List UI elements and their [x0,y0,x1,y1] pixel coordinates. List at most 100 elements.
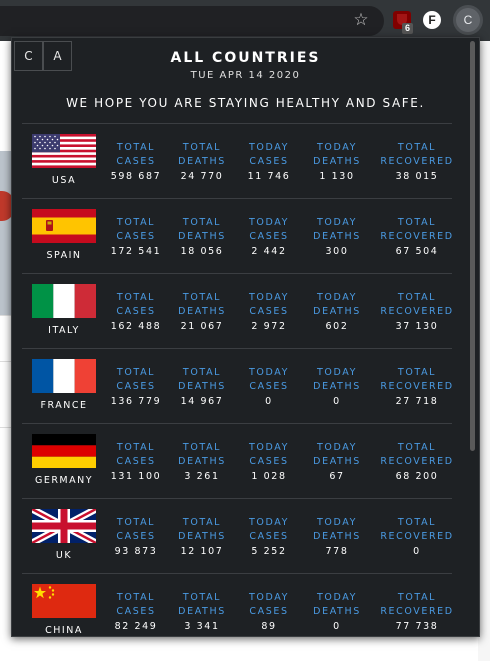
today-cases-label: TODAY CASES [249,292,289,317]
total-recovered-stat: TOTAL RECOVERED 77 738 [367,591,467,633]
today-deaths-label: TODAY DEATHS [313,292,361,317]
total-deaths-value: 3 341 [184,621,220,632]
total-recovered-value: 68 200 [395,471,439,482]
today-deaths-value: 300 [325,246,349,257]
today-deaths-stat: TODAY DEATHS 778 [302,516,372,558]
today-deaths-label: TODAY DEATHS [313,442,361,467]
today-deaths-value: 0 [333,396,341,407]
total-recovered-value: 67 504 [395,246,439,257]
today-deaths-value: 1 130 [319,171,355,182]
f-extension-icon[interactable]: F [423,11,441,29]
today-deaths-value: 778 [325,546,349,557]
total-deaths-value: 24 770 [180,171,224,182]
today-deaths-stat: TODAY DEATHS 0 [302,366,372,408]
background-divider [0,427,12,428]
total-recovered-stat: TOTAL RECOVERED 37 130 [367,291,467,333]
today-deaths-label: TODAY DEATHS [313,142,361,167]
total-recovered-value: 77 738 [395,621,439,632]
a-button[interactable]: A [43,41,72,71]
total-deaths-stat: TOTAL DEATHS 24 770 [167,141,237,183]
bookmark-star-icon[interactable]: ☆ [353,10,369,30]
total-cases-label: TOTAL CASES [116,367,156,392]
total-deaths-label: TOTAL DEATHS [178,592,226,617]
country-name: SPAIN [46,250,82,261]
total-deaths-stat: TOTAL DEATHS 21 067 [167,291,237,333]
usa-flag-icon [32,134,96,168]
total-cases-stat: TOTAL CASES 93 873 [100,516,172,558]
total-recovered-value: 0 [413,546,421,557]
today-cases-label: TODAY CASES [249,592,289,617]
country-row-france: FRANCE TOTAL CASES 136 779 TOTAL DEATHS 14… [22,348,452,423]
total-cases-label: TOTAL CASES [116,517,156,542]
background-divider [0,361,12,362]
today-deaths-stat: TODAY DEATHS 0 [302,591,372,633]
today-deaths-stat: TODAY DEATHS 1 130 [302,141,372,183]
country-row-usa: USA TOTAL CASES 598 687 TOTAL DEATHS 24 77… [22,123,452,198]
total-recovered-stat: TOTAL RECOVERED 68 200 [367,441,467,483]
total-cases-label: TOTAL CASES [116,292,156,317]
total-deaths-value: 3 261 [184,471,220,482]
background-image [0,151,14,316]
country-row-uk: UK TOTAL CASES 93 873 TOTAL DEATHS 12 107 … [22,498,452,573]
address-bar[interactable] [0,6,384,36]
popup-title: ALL COUNTRIES [170,50,321,66]
total-deaths-label: TOTAL DEATHS [178,292,226,317]
profile-avatar[interactable]: C [456,8,480,32]
today-deaths-label: TODAY DEATHS [313,367,361,392]
today-deaths-stat: TODAY DEATHS 602 [302,291,372,333]
today-cases-label: TODAY CASES [249,217,289,242]
total-cases-value: 131 100 [110,471,162,482]
total-recovered-stat: TOTAL RECOVERED 67 504 [367,216,467,258]
total-recovered-stat: TOTAL RECOVERED 38 015 [367,141,467,183]
c-button[interactable]: C [14,41,43,71]
total-recovered-label: TOTAL RECOVERED [380,592,454,617]
today-deaths-value: 602 [325,321,349,332]
total-deaths-value: 18 056 [180,246,224,257]
today-cases-stat: TODAY CASES 1 028 [234,441,304,483]
total-deaths-stat: TOTAL DEATHS 12 107 [167,516,237,558]
today-cases-value: 11 746 [247,171,291,182]
total-deaths-label: TOTAL DEATHS [178,367,226,392]
total-recovered-label: TOTAL RECOVERED [380,517,454,542]
total-cases-stat: TOTAL CASES 172 541 [100,216,172,258]
popup-message: WE HOPE YOU ARE STAYING HEALTHY AND SAFE… [66,96,425,110]
today-cases-stat: TODAY CASES 5 252 [234,516,304,558]
total-cases-label: TOTAL CASES [116,592,156,617]
today-cases-value: 1 028 [251,471,287,482]
today-cases-value: 2 442 [251,246,287,257]
total-cases-label: TOTAL CASES [116,142,156,167]
total-cases-value: 93 873 [114,546,158,557]
total-cases-value: 82 249 [114,621,158,632]
background-right-strip [478,41,490,661]
country-name: ITALY [48,325,80,336]
popup-date: TUE APR 14 2020 [190,70,301,81]
country-name: FRANCE [40,400,88,411]
total-cases-stat: TOTAL CASES 82 249 [100,591,172,633]
total-cases-stat: TOTAL CASES 162 488 [100,291,172,333]
total-cases-value: 172 541 [110,246,162,257]
total-recovered-value: 38 015 [395,171,439,182]
today-cases-value: 0 [265,396,273,407]
country-name: USA [51,175,77,186]
total-deaths-stat: TOTAL DEATHS 3 261 [167,441,237,483]
today-cases-stat: TODAY CASES 2 442 [234,216,304,258]
germany-flag-icon [32,434,96,468]
total-cases-label: TOTAL CASES [116,217,156,242]
total-cases-value: 136 779 [110,396,162,407]
total-deaths-label: TOTAL DEATHS [178,517,226,542]
total-cases-stat: TOTAL CASES 136 779 [100,366,172,408]
total-deaths-stat: TOTAL DEATHS 14 967 [167,366,237,408]
popup-scrollbar[interactable] [470,41,475,451]
country-name: CHINA [45,625,83,636]
today-cases-label: TODAY CASES [249,517,289,542]
today-cases-stat: TODAY CASES 89 [234,591,304,633]
today-deaths-label: TODAY DEATHS [313,592,361,617]
total-cases-value: 598 687 [110,171,162,182]
today-deaths-stat: TODAY DEATHS 67 [302,441,372,483]
country-name: UK [55,550,73,561]
today-cases-value: 5 252 [251,546,287,557]
total-recovered-stat: TOTAL RECOVERED 27 718 [367,366,467,408]
today-deaths-label: TODAY DEATHS [313,517,361,542]
total-cases-stat: TOTAL CASES 131 100 [100,441,172,483]
today-cases-stat: TODAY CASES 0 [234,366,304,408]
